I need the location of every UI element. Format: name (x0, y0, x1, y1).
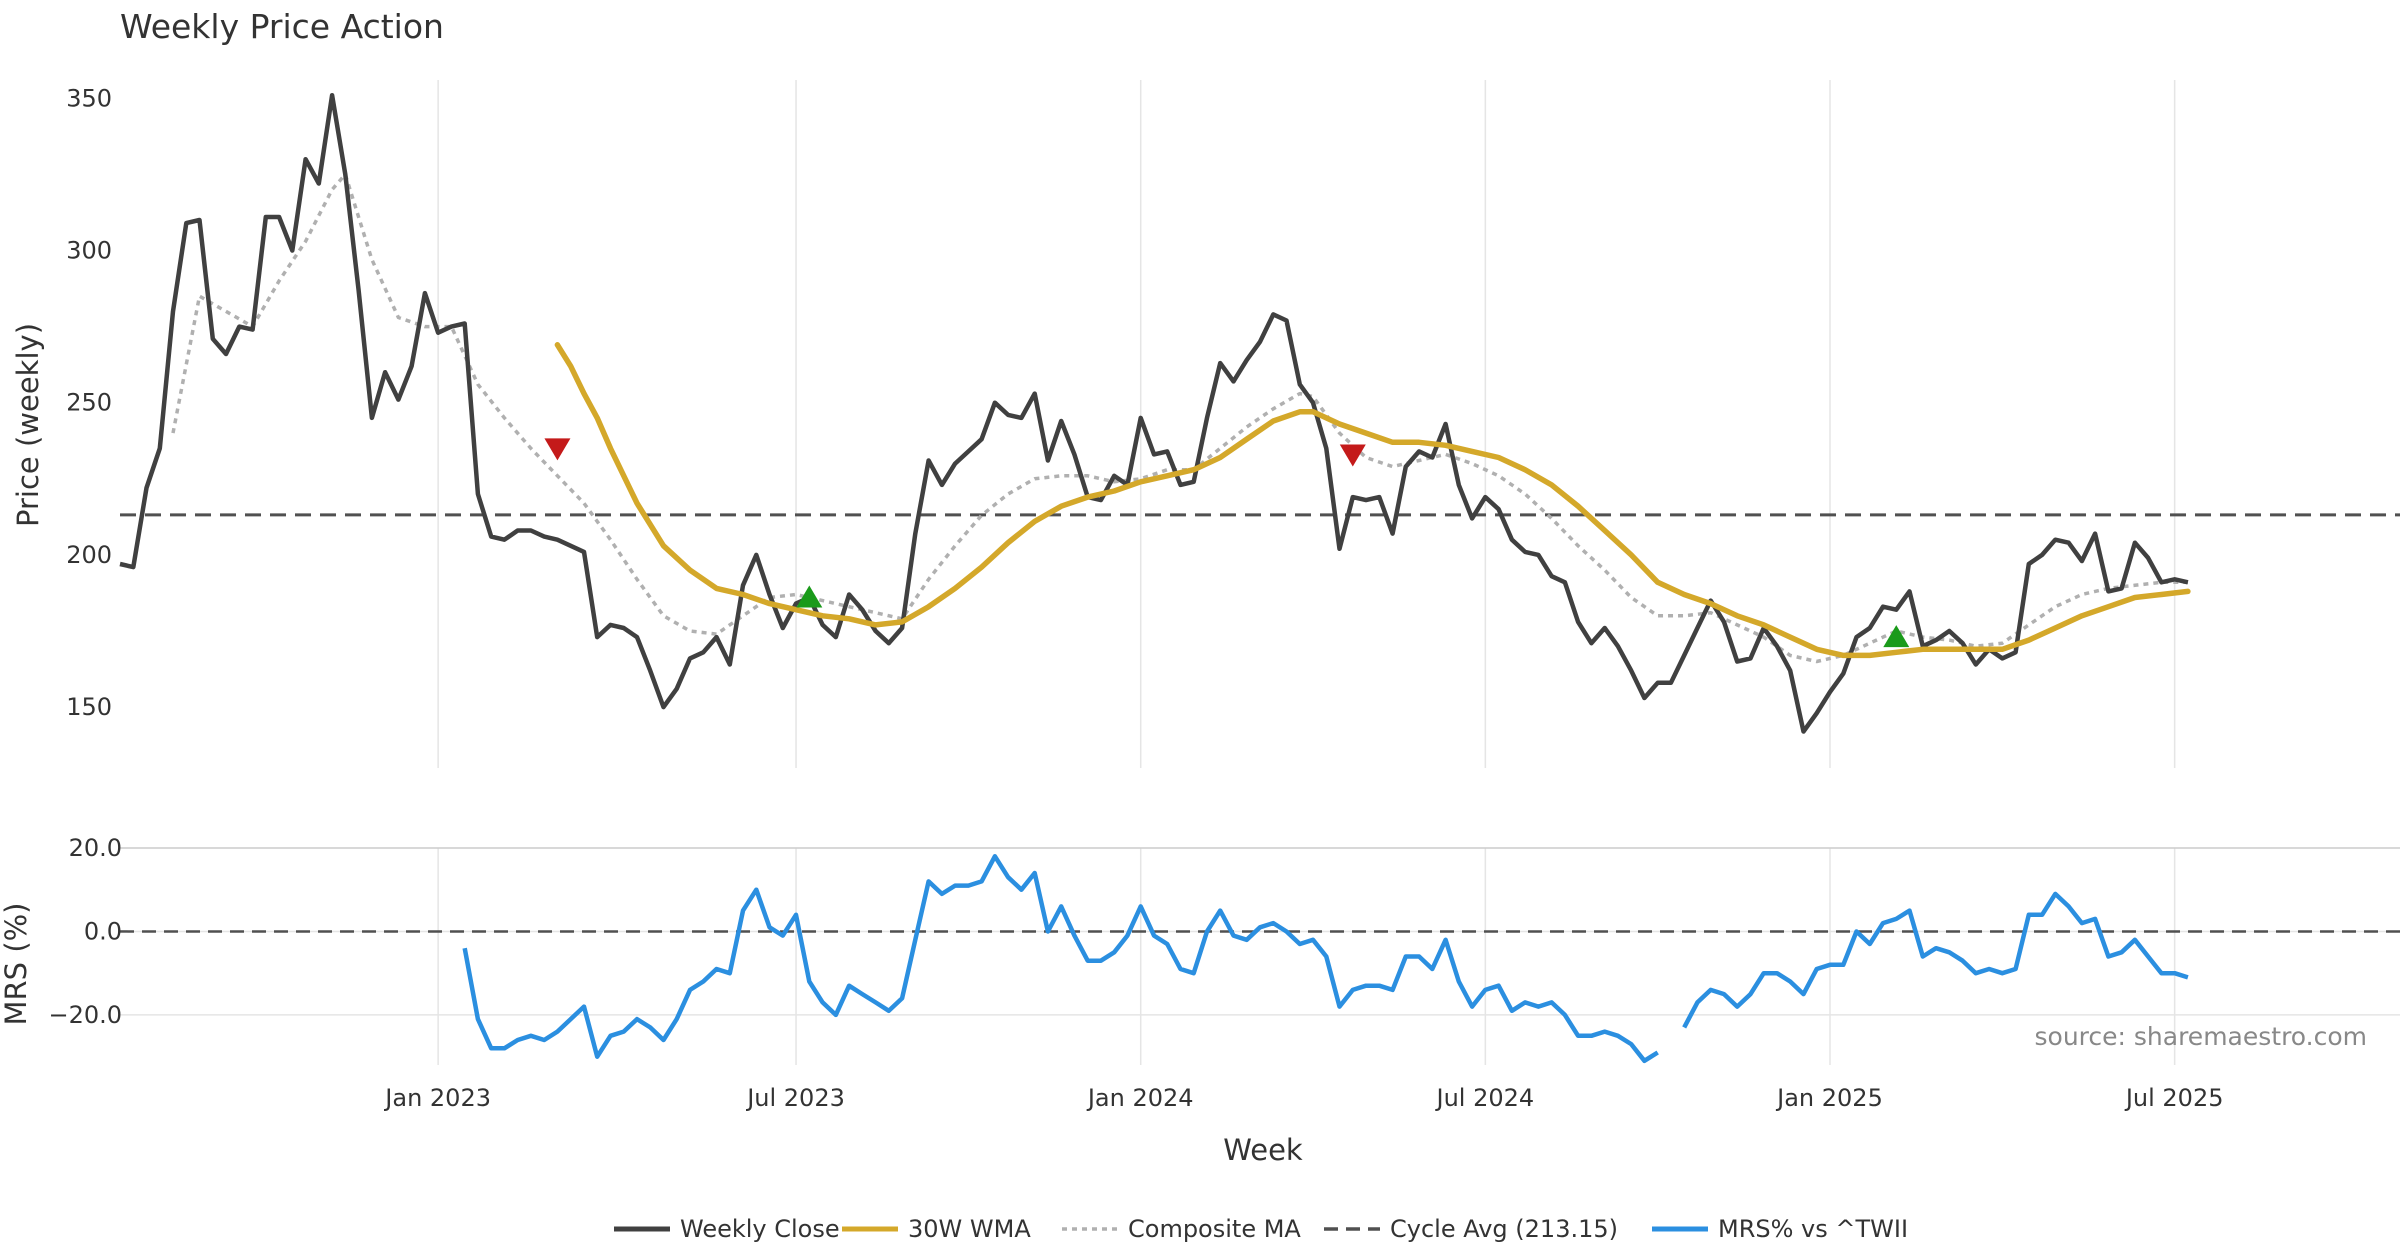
x-tick-label: Jan 2025 (1775, 1084, 1883, 1112)
wma-30w-line (554, 342, 2191, 659)
series-layer (119, 92, 2400, 1064)
axis-layer: Jan 2023 Jul 2023 Jan 2024 Jul 2024 Jan 2025… (48, 84, 2223, 1112)
legend-label: 30W WMA (908, 1215, 1031, 1243)
price-panel-ylabel: Price (weekly) (11, 323, 45, 527)
legend-item: Composite MA (1062, 1215, 1301, 1243)
x-tick-label: Jul 2023 (745, 1084, 845, 1112)
x-tick-label: Jul 2025 (2124, 1084, 2224, 1112)
price-y-tick-label: 300 (66, 236, 112, 264)
mrs-panel-ylabel: MRS (%) (0, 903, 33, 1026)
grid-layer (120, 80, 2400, 1065)
legend-item: MRS% vs ^TWII (1652, 1215, 1908, 1243)
price-y-tick-label: 150 (66, 693, 112, 721)
composite-ma-line (171, 172, 2188, 664)
price-y-tick-label: 250 (66, 389, 112, 417)
legend-label: Weekly Close (680, 1215, 840, 1243)
source-note: source: sharemaestro.com (2035, 1022, 2368, 1051)
mrs-y-tick-label: 20.0 (69, 834, 122, 862)
mrs-y-tick-label: 0.0 (84, 917, 122, 945)
mrs-y-tick-label: −20.0 (48, 1001, 122, 1029)
sell-signal-marker (544, 438, 571, 461)
x-tick-label: Jul 2024 (1435, 1084, 1535, 1112)
legend: Weekly Close 30W WMA Composite MA Cycle Avg… (614, 1215, 1908, 1243)
buy-signal-marker (1883, 625, 1910, 648)
chart-title: Weekly Price Action (120, 7, 444, 46)
buy-signal-marker (796, 585, 823, 608)
x-tick-label: Jan 2023 (383, 1084, 491, 1112)
legend-item: Cycle Avg (213.15) (1324, 1215, 1618, 1243)
legend-label: Composite MA (1128, 1215, 1301, 1243)
legend-label: Cycle Avg (213.15) (1390, 1215, 1618, 1243)
legend-item: 30W WMA (842, 1215, 1031, 1243)
weekly-close-line (119, 92, 2189, 734)
price-y-tick-label: 200 (66, 541, 112, 569)
x-tick-label: Jan 2024 (1086, 1084, 1194, 1112)
price-y-tick-label: 350 (66, 84, 112, 112)
mrs-line (462, 854, 1659, 1064)
x-axis-label: Week (1223, 1133, 1303, 1167)
sell-signal-marker (1339, 444, 1366, 467)
legend-item: Weekly Close (614, 1215, 840, 1243)
legend-label: MRS% vs ^TWII (1718, 1215, 1908, 1243)
mrs-line (1682, 891, 2189, 1029)
